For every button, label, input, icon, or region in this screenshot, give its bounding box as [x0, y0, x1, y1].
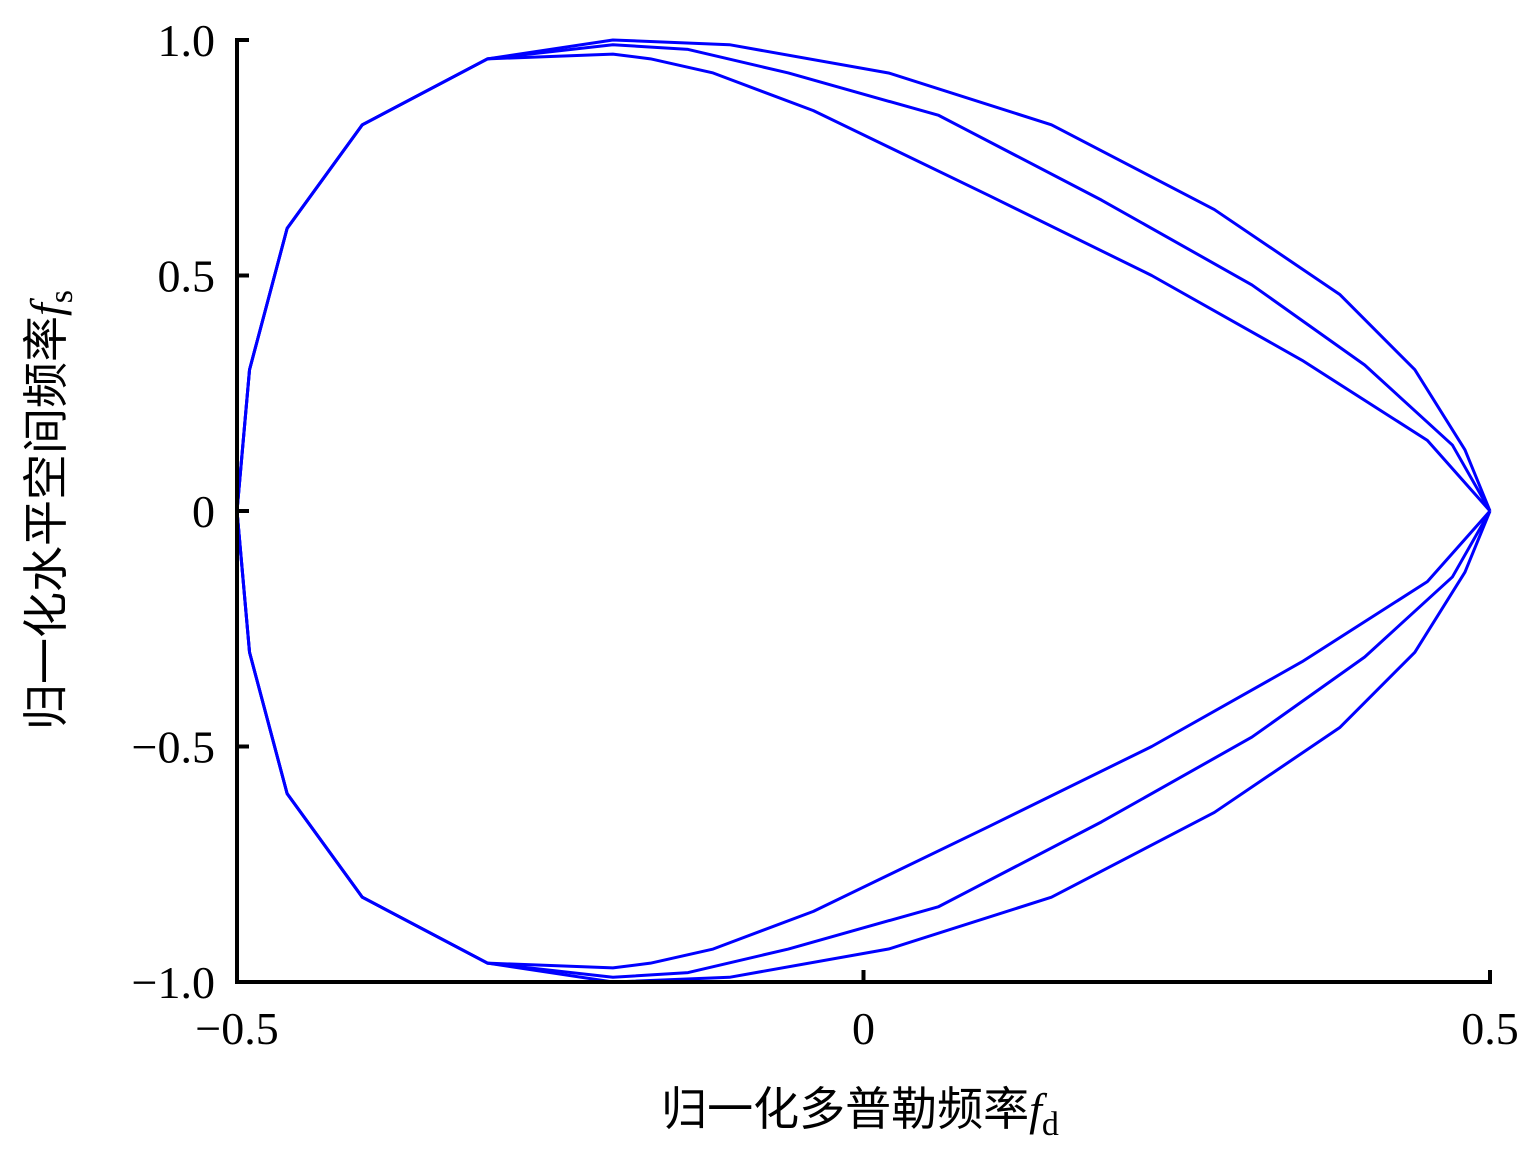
curve [235, 52, 1492, 970]
y-tick-label: 1.0 [158, 15, 216, 66]
y-tick-label: −0.5 [132, 722, 215, 773]
x-label-subscript: d [1042, 1106, 1059, 1143]
x-label-text: 归一化多普勒频率 [661, 1084, 1029, 1135]
y-label-subscript: s [43, 290, 80, 303]
x-tick-label: −0.5 [195, 1003, 278, 1054]
y-axis-label: 归一化水平空间频率fs [21, 290, 80, 730]
x-tick-label: 0.5 [1461, 1003, 1519, 1054]
x-axis-label: 归一化多普勒频率fd [661, 1084, 1059, 1143]
curve [235, 43, 1492, 979]
x-tick-label: 0 [852, 1003, 875, 1054]
y-label-text: 归一化水平空间频率 [21, 316, 72, 730]
y-tick-label: 0.5 [158, 251, 216, 302]
y-tick-label: −1.0 [132, 957, 215, 1008]
curve [235, 38, 1492, 984]
y-tick-label: 0 [192, 486, 215, 537]
